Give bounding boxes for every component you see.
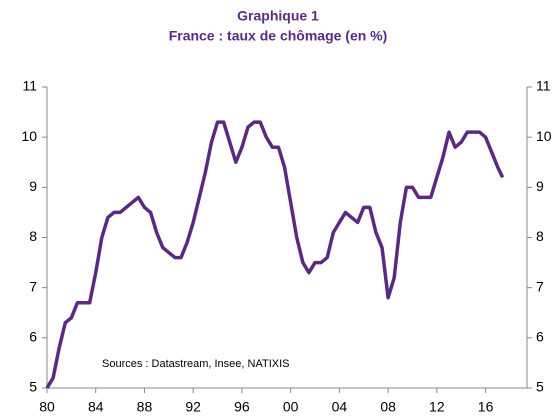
x-tick-label: 08 xyxy=(380,399,396,415)
x-tick-label: 80 xyxy=(39,399,55,415)
y2-tick-label: 10 xyxy=(536,128,552,144)
chart-title: Graphique 1 xyxy=(237,8,319,24)
x-tick-label: 84 xyxy=(88,399,104,415)
x-tick-label: 00 xyxy=(283,399,299,415)
source-note: Sources : Datastream, Insee, NATIXIS xyxy=(102,358,289,370)
x-tick-label: 96 xyxy=(234,399,250,415)
y2-tick-label: 9 xyxy=(536,178,544,194)
x-tick-label: 04 xyxy=(332,399,348,415)
y2-tick-label: 8 xyxy=(536,228,544,244)
y-tick-label: 10 xyxy=(21,128,37,144)
x-tick-label: 92 xyxy=(185,399,201,415)
y-tick-label: 5 xyxy=(29,379,37,395)
y2-tick-label: 5 xyxy=(536,379,544,395)
chart-subtitle: France : taux de chômage (en %) xyxy=(169,28,388,44)
y-tick-label: 7 xyxy=(29,278,37,294)
y2-tick-label: 7 xyxy=(536,278,544,294)
x-tick-label: 16 xyxy=(478,399,494,415)
y-tick-label: 9 xyxy=(29,178,37,194)
y2-tick-label: 11 xyxy=(536,78,551,94)
data-line xyxy=(45,120,505,389)
y2-tick-label: 6 xyxy=(536,329,544,345)
y-tick-label: 11 xyxy=(22,78,37,94)
x-tick-label: 12 xyxy=(429,399,445,415)
y-tick-label: 8 xyxy=(29,228,37,244)
x-tick-label: 88 xyxy=(137,399,153,415)
y-tick-label: 6 xyxy=(29,329,37,345)
